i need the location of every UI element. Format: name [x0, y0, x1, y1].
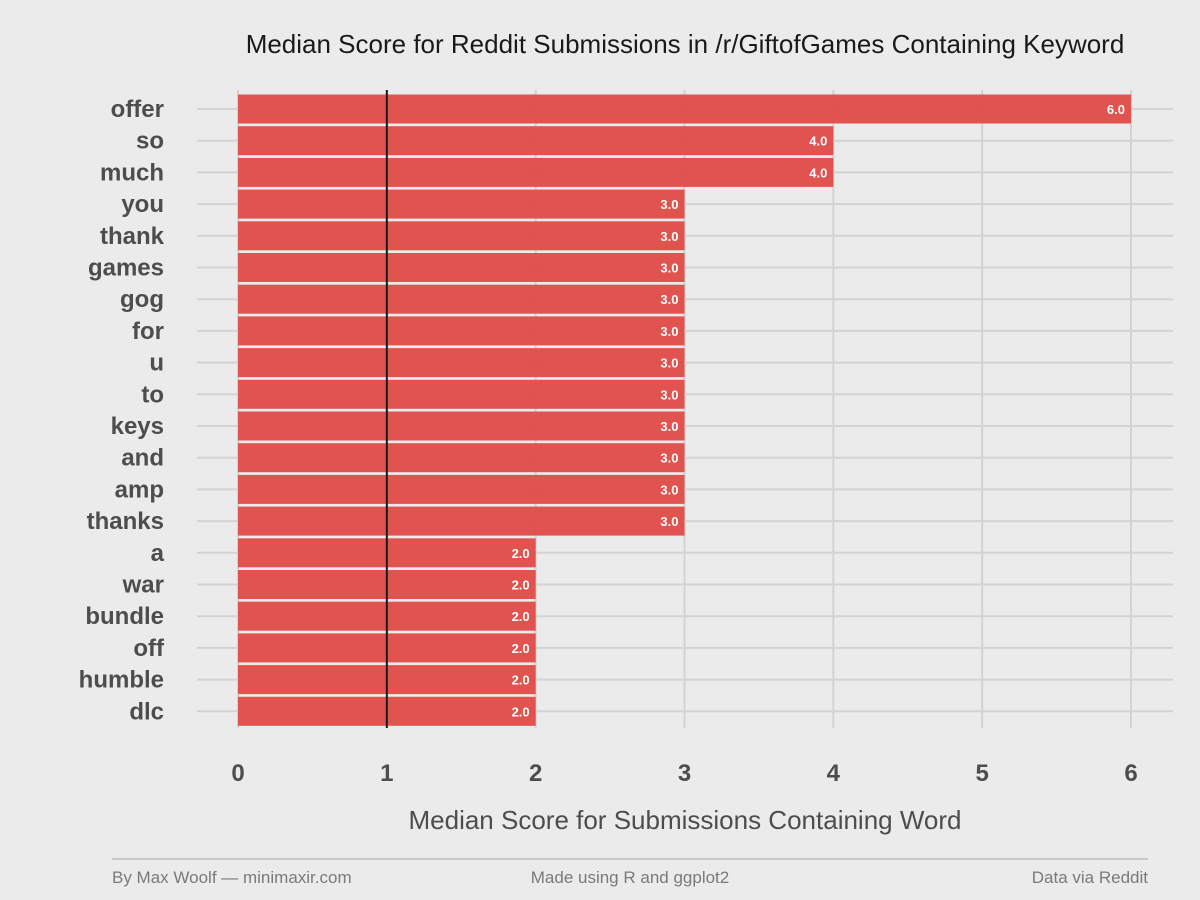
bar	[238, 412, 685, 441]
bar	[238, 190, 685, 219]
category-label: so	[136, 128, 164, 155]
bar	[238, 285, 685, 314]
x-axis-title: Median Score for Submissions Containing …	[408, 805, 961, 835]
bar	[238, 253, 685, 282]
x-tick-labels: 0 1 2 3 4 5 6	[231, 760, 1137, 787]
bar	[238, 316, 685, 345]
category-labels: offer so much you thank games gog for u to keys and…	[79, 96, 165, 725]
category-label: and	[121, 445, 164, 472]
category-label: offer	[111, 96, 164, 123]
bar-value-label: 2.0	[512, 704, 530, 719]
footer-tools: Made using R and ggplot2	[531, 868, 729, 887]
bar-value-label: 2.0	[512, 641, 530, 656]
bar-value-label: 3.0	[660, 356, 678, 371]
bar-value-label: 3.0	[660, 419, 678, 434]
bar-value-label: 6.0	[1107, 102, 1125, 117]
bar-value-label: 2.0	[512, 609, 530, 624]
bar	[238, 158, 833, 187]
bar-value-label: 3.0	[660, 387, 678, 402]
category-label: games	[88, 255, 164, 282]
bar	[238, 95, 1131, 124]
bar	[238, 380, 685, 409]
bar-value-label: 4.0	[809, 134, 827, 149]
category-label: humble	[79, 667, 164, 694]
footer-author: By Max Woolf — minimaxir.com	[112, 868, 352, 887]
bar	[238, 348, 685, 377]
bar-value-label: 2.0	[512, 546, 530, 561]
category-label: thanks	[87, 508, 164, 535]
x-tick-label: 6	[1124, 760, 1137, 787]
category-label: a	[151, 540, 165, 567]
bar-value-label: 3.0	[660, 482, 678, 497]
bar	[238, 443, 685, 472]
x-tick-label: 4	[827, 760, 841, 787]
category-label: dlc	[129, 698, 164, 725]
bar-value-label: 3.0	[660, 324, 678, 339]
category-label: keys	[111, 413, 164, 440]
x-tick-label: 1	[380, 760, 393, 787]
category-label: for	[132, 318, 164, 345]
bar-value-label: 3.0	[660, 451, 678, 466]
bar-value-label: 3.0	[660, 292, 678, 307]
x-tick-label: 3	[678, 760, 691, 787]
bar-value-label: 3.0	[660, 514, 678, 529]
bar	[238, 126, 833, 155]
category-label: thank	[100, 223, 165, 250]
bar-value-label: 3.0	[660, 197, 678, 212]
bar-value-label: 3.0	[660, 261, 678, 276]
category-label: much	[100, 159, 164, 186]
category-label: amp	[115, 476, 164, 503]
bar-value-label: 4.0	[809, 165, 827, 180]
category-label: bundle	[85, 603, 164, 630]
category-label: war	[122, 572, 164, 599]
x-tick-label: 5	[975, 760, 988, 787]
bar	[238, 221, 685, 250]
category-label: you	[121, 191, 164, 218]
footer-source: Data via Reddit	[1032, 868, 1149, 887]
x-tick-label: 2	[529, 760, 542, 787]
category-label: u	[149, 350, 164, 377]
bar	[238, 507, 685, 536]
bar	[238, 475, 685, 504]
category-label: to	[141, 381, 164, 408]
category-label: gog	[120, 286, 164, 313]
chart-title: Median Score for Reddit Submissions in /…	[246, 29, 1125, 59]
bar-value-label: 2.0	[512, 578, 530, 593]
category-label: off	[133, 635, 165, 662]
bar-value-label: 2.0	[512, 673, 530, 688]
x-tick-label: 0	[231, 760, 244, 787]
bar-value-label: 3.0	[660, 229, 678, 244]
